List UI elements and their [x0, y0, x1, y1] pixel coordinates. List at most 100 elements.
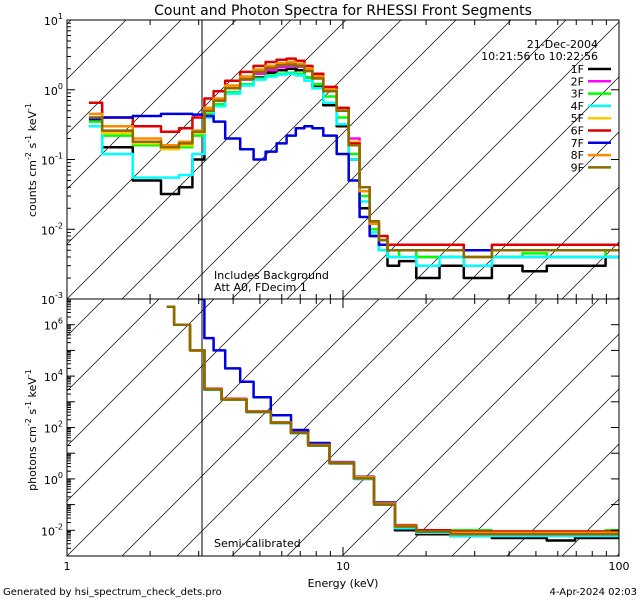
photons-y-label-exp: -2 [24, 418, 33, 426]
counts-hatch-line [396, 76, 619, 299]
photons-hatch-line [451, 388, 619, 556]
photons-y-tick-label: 104 [44, 368, 63, 384]
counts-series-2F [88, 64, 619, 267]
counts-series-9F [88, 63, 619, 259]
counts-y-label-exp: -1 [24, 135, 33, 143]
photons-series-group [166, 299, 619, 542]
photons-y-tick-label: 100 [44, 471, 63, 487]
footer-generated-by: Generated by hsi_spectrum_check_dets.pro [3, 587, 222, 598]
photons-y-label-exp: -1 [24, 369, 33, 377]
legend-label-6F: 6F [571, 125, 584, 138]
counts-y-label-unit: counts cm [26, 160, 39, 217]
counts-y-tick-exp: -2 [55, 221, 63, 230]
photons-series-5F [166, 305, 619, 535]
x-tick-label: 100 [609, 560, 630, 573]
x-tick-label: 1 [64, 560, 71, 573]
annotation-semi-calibrated: Semi-calibrated [214, 537, 301, 550]
photons-hatch-line [616, 553, 619, 556]
counts-y-tick-base: 10 [44, 15, 58, 28]
legend-label-8F: 8F [571, 149, 584, 162]
counts-series-4F [88, 72, 619, 267]
photons-hatch-line [231, 299, 490, 556]
legend-label-7F: 7F [571, 137, 584, 150]
photons-y-tick-label: 10-2 [41, 522, 63, 538]
photons-y-label-unit: photons cm [26, 426, 39, 491]
photons-y-label-exp: -1 [24, 401, 33, 409]
photons-y-tick-exp: 4 [58, 368, 63, 377]
photons-y-label-unit: keV [26, 377, 39, 401]
time-range-label: 10:21:56 to 10:22:56 [481, 50, 598, 63]
photons-series-9F [166, 305, 619, 536]
counts-y-tick-exp: 1 [58, 12, 63, 21]
counts-series-3F [88, 71, 619, 259]
photons-y-label-unit: s [26, 409, 39, 418]
photons-hatch-line [67, 299, 325, 556]
counts-y-tick-label: 10-1 [41, 152, 63, 168]
legend-label-4F: 4F [571, 100, 584, 113]
legend-label-5F: 5F [571, 112, 584, 125]
counts-hatch-line [121, 20, 402, 299]
legend-label-3F: 3F [571, 88, 584, 101]
date-label: 21-Dec-2004 [527, 38, 598, 51]
photons-y-tick-base: 10 [44, 371, 58, 384]
energy-x-axis: 1 10 100 [64, 20, 630, 573]
counts-series-6F [88, 57, 619, 252]
counts-hatch-line [67, 20, 347, 299]
counts-y-label-exp: -1 [24, 103, 33, 111]
photons-y-tick-exp: 0 [58, 471, 63, 480]
photons-y-tick-exp: 6 [58, 317, 63, 326]
legend-label-1F: 1F [571, 63, 584, 76]
counts-y-label-unit: s [26, 142, 39, 151]
counts-hatch-line [616, 296, 619, 299]
photons-hatch-line [176, 299, 435, 556]
annotation-background: Includes Background [214, 269, 329, 282]
counts-series-7F [88, 112, 619, 252]
photons-hatch-line [396, 333, 619, 556]
photons-y-tick-base: 10 [44, 423, 58, 436]
footer-created-date: 4-Apr-2024 02:03 [550, 587, 637, 598]
counts-y-tick-exp: -1 [55, 152, 63, 161]
photons-y-tick-exp: -2 [55, 522, 63, 531]
counts-hatch-line [67, 20, 237, 190]
counts-y-tick-base: 10 [41, 155, 55, 168]
photons-hatch-line [561, 498, 619, 556]
counts-y-tick-exp: 0 [58, 82, 63, 91]
annotation-attenuator: Att A0, FDecim 1 [214, 281, 307, 294]
x-tick-label: 10 [336, 560, 350, 573]
photons-y-tick-label: 106 [44, 317, 63, 333]
legend-label-9F: 9F [571, 161, 584, 174]
counts-y-label-unit: keV [26, 111, 39, 135]
counts-hatch-line [67, 20, 72, 25]
photons-hatched-region [0, 236, 619, 556]
counts-y-tick-base: 10 [41, 294, 55, 307]
counts-y-label: counts cm-2 s-1 keV-1 [24, 103, 39, 217]
counts-hatch-line [231, 20, 512, 299]
photons-y-label: photons cm-2 s-1 keV-1 [24, 369, 39, 491]
counts-y-tick-base: 10 [44, 85, 58, 98]
photons-plot-frame [66, 298, 620, 557]
photons-hatch-line [67, 299, 215, 447]
counts-series-1F [88, 67, 619, 280]
photons-y-tick-base: 10 [41, 525, 55, 538]
legend-label-2F: 2F [571, 75, 584, 88]
photons-hatch-line [121, 299, 380, 556]
counts-hatch-line [286, 20, 567, 299]
counts-hatch-line [67, 20, 182, 135]
photons-series-8F [166, 305, 619, 535]
counts-hatch-line [67, 20, 292, 245]
photons-y-tick-label: 102 [44, 420, 63, 436]
counts-y-tick-label: 10-2 [41, 221, 63, 237]
photons-hatch-line [0, 236, 112, 556]
counts-y-tick-label: 101 [44, 12, 63, 28]
photons-hatch-line [67, 299, 270, 502]
photons-hatch-line [506, 443, 619, 556]
photons-y-tick-base: 10 [44, 474, 58, 487]
counts-y-tick-exp: -3 [55, 291, 63, 300]
counts-hatch-line [0, 0, 2, 299]
